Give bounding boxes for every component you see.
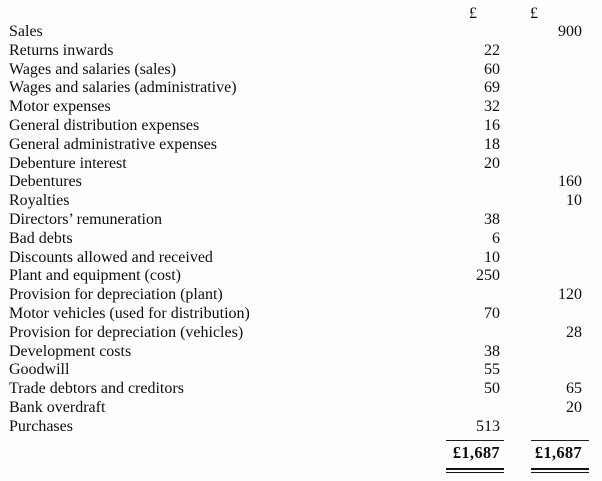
credit-value: 900 <box>558 23 582 40</box>
table-row: Royalties 10 <box>0 192 602 211</box>
closing-double-rule-row <box>0 467 602 474</box>
table-row: Development costs 38 <box>0 343 602 362</box>
credit-value: 160 <box>558 173 582 191</box>
credit-value: 28 <box>566 323 582 341</box>
rule-gap <box>504 440 531 441</box>
account-label: Motor expenses <box>9 98 111 116</box>
credit-column-header: £ <box>530 5 538 22</box>
account-label: Provision for depreciation (vehicles) <box>9 323 244 341</box>
account-label: Plant and equipment (cost) <box>9 267 181 285</box>
account-label: Debentures <box>9 173 82 191</box>
debit-value: 20 <box>484 154 500 172</box>
table-row: Bad debts 6 <box>0 230 602 249</box>
table-row: Debentures 160 <box>0 173 602 192</box>
account-label: Development costs <box>9 342 132 360</box>
account-label: Directors’ remuneration <box>9 210 162 228</box>
debit-value: 32 <box>484 98 500 116</box>
debit-value: 55 <box>484 361 500 379</box>
debit-total: £1,687 <box>452 442 500 462</box>
credit-total-rule <box>531 439 589 441</box>
table-row: Sales 900 <box>0 23 602 42</box>
account-label: Royalties <box>9 192 70 210</box>
debit-value: 16 <box>484 116 500 134</box>
debit-value: 22 <box>484 41 500 59</box>
table-row: General administrative expenses 18 <box>0 136 602 155</box>
account-label: Bad debts <box>9 229 73 247</box>
table-row: Motor vehicles (used for distribution) 7… <box>0 305 602 324</box>
table-row: Wages and salaries (administrative) 69 <box>0 79 602 98</box>
credit-total: £1,687 <box>534 442 582 462</box>
account-label: Discounts allowed and received <box>9 248 213 266</box>
account-label: Motor vehicles (used for distribution) <box>9 304 250 322</box>
table-row: Trade debtors and creditors 50 65 <box>0 380 602 399</box>
debit-total-rule <box>446 439 504 441</box>
column-headers-row: £ £ <box>0 5 602 23</box>
debit-value: 60 <box>484 60 500 78</box>
account-label: Wages and salaries (administrative) <box>9 79 237 97</box>
credit-value: 10 <box>566 192 582 210</box>
account-label: Provision for depreciation (plant) <box>9 286 223 304</box>
table-row: Goodwill 55 <box>0 361 602 380</box>
debit-value: 6 <box>492 229 500 247</box>
table-row: General distribution expenses 16 <box>0 117 602 136</box>
account-label: Purchases <box>9 417 73 435</box>
table-row: Wages and salaries (sales) 60 <box>0 61 602 80</box>
subtotal-rule-row <box>0 439 602 441</box>
debit-value: 70 <box>484 304 500 322</box>
account-label: Goodwill <box>9 361 70 379</box>
account-label: Wages and salaries (sales) <box>9 60 177 78</box>
table-row: Debenture interest 20 <box>0 155 602 174</box>
table-row: Motor expenses 32 <box>0 98 602 117</box>
debit-value: 38 <box>484 342 500 360</box>
table-row: Purchases 513 <box>0 418 602 437</box>
credit-double-rule <box>531 467 589 474</box>
debit-value: 250 <box>476 267 500 285</box>
account-label: Bank overdraft <box>9 398 106 416</box>
table-row: Discounts allowed and received 10 <box>0 249 602 268</box>
totals-row: £1,687 £1,687 <box>0 442 602 463</box>
table-row: Directors’ remuneration 38 <box>0 211 602 230</box>
table-row: Plant and equipment (cost) 250 <box>0 267 602 286</box>
debit-double-rule <box>446 467 504 474</box>
table-row: Returns inwards 22 <box>0 42 602 61</box>
table-row: Provision for depreciation (plant) 120 <box>0 286 602 305</box>
account-label: Debenture interest <box>9 154 127 172</box>
debit-value: 50 <box>484 380 500 398</box>
account-label: Returns inwards <box>9 41 114 59</box>
account-label: Sales <box>9 23 43 40</box>
account-label: General administrative expenses <box>9 135 217 153</box>
credit-value: 120 <box>558 286 582 304</box>
account-label: General distribution expenses <box>9 116 200 134</box>
table-row: Provision for depreciation (vehicles) 28 <box>0 324 602 343</box>
debit-value: 513 <box>476 417 500 435</box>
account-label: Trade debtors and creditors <box>9 380 184 398</box>
debit-column-header: £ <box>469 5 477 22</box>
debit-value: 69 <box>484 79 500 97</box>
rule-gap <box>504 468 531 474</box>
debit-value: 38 <box>484 210 500 228</box>
credit-value: 20 <box>566 398 582 416</box>
debit-value: 18 <box>484 135 500 153</box>
credit-value: 65 <box>566 380 582 398</box>
table-row: Bank overdraft 20 <box>0 399 602 418</box>
debit-value: 10 <box>484 248 500 266</box>
